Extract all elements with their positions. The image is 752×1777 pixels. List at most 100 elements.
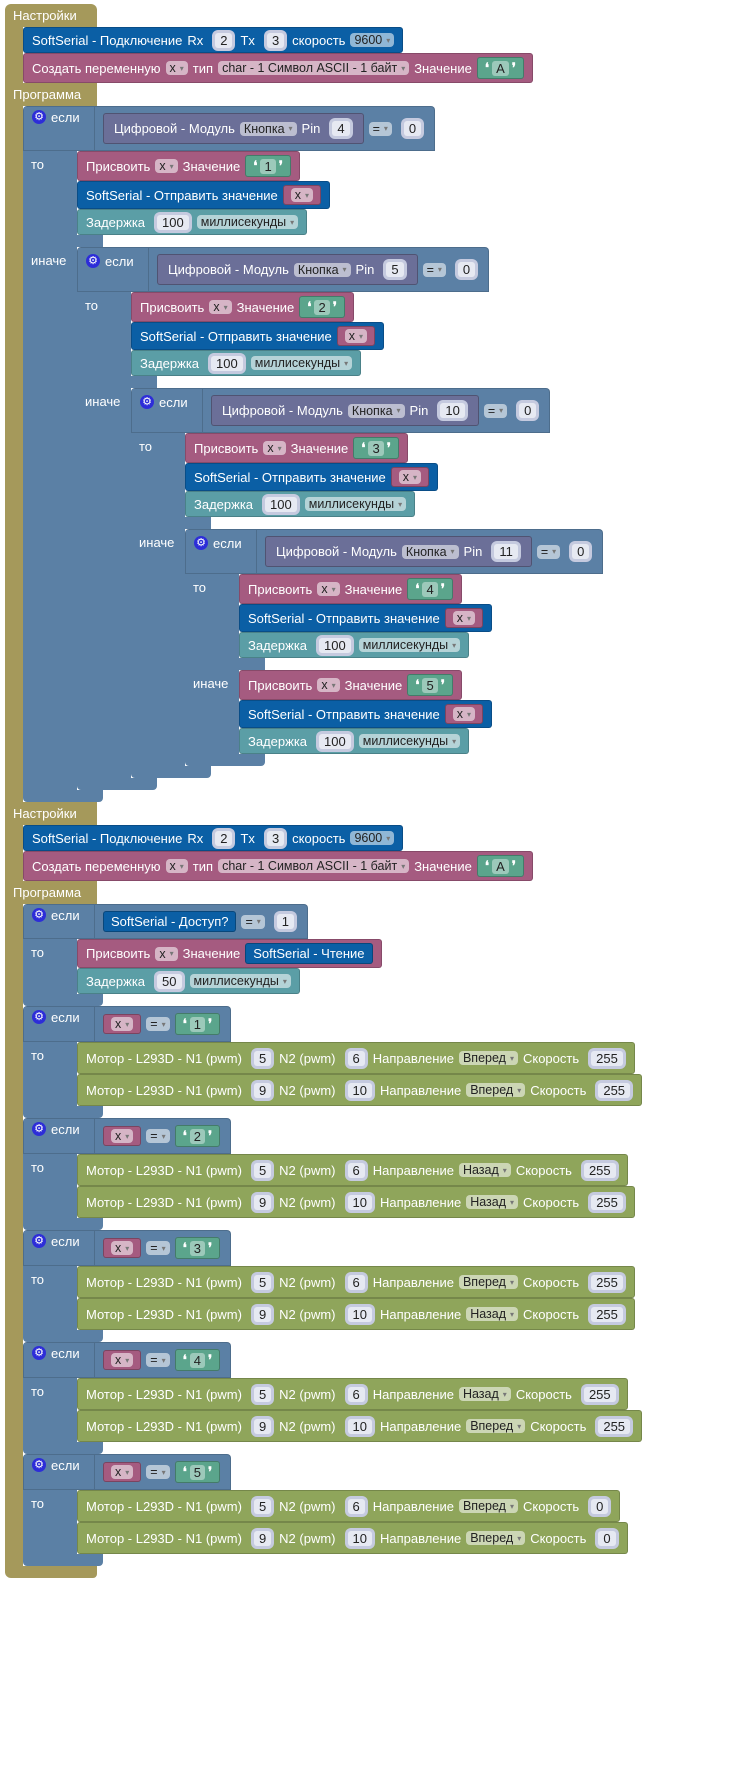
- var-value-block[interactable]: x ▾: [390, 467, 430, 487]
- dropdown-field[interactable]: x ▾: [290, 188, 314, 202]
- if-block[interactable]: ⚙ если Цифровой - Модуль Кнопка ▾ Pin 5 = ▾ 0 то Пр…: [77, 247, 604, 790]
- text-value[interactable]: A: [485, 858, 516, 874]
- number-input[interactable]: 6: [347, 1050, 365, 1066]
- dropdown-field[interactable]: миллисекунды ▾: [250, 356, 353, 370]
- number-input[interactable]: 255: [583, 1386, 616, 1402]
- text-value[interactable]: 4: [415, 581, 445, 597]
- dropdown-field[interactable]: Назад ▾: [458, 1163, 511, 1177]
- dropdown-field[interactable]: миллисекунды ▾: [358, 734, 461, 748]
- dropdown-field[interactable]: Вперед ▾: [466, 1083, 526, 1097]
- var-statement-block[interactable]: Присвоить x▾ Значение 1: [77, 151, 300, 181]
- text-value-block[interactable]: 2: [299, 296, 345, 318]
- dropdown-field[interactable]: Вперед ▾: [458, 1499, 518, 1513]
- dropdown-field[interactable]: Вперед ▾: [466, 1419, 526, 1433]
- text-value-block[interactable]: 2: [174, 1125, 221, 1147]
- motor-statement-block[interactable]: Мотор - L293D - N1 (pwm) 5 N2 (pwm) 6 Направ…: [77, 1378, 628, 1410]
- text-value-block[interactable]: 5: [407, 674, 453, 696]
- dropdown-field[interactable]: = ▾: [146, 1129, 170, 1143]
- delay-statement-block[interactable]: Задержка 100 миллисекунды ▾: [185, 491, 416, 517]
- text-value[interactable]: 1: [253, 158, 283, 174]
- number-input[interactable]: 255: [598, 1082, 631, 1098]
- dropdown-field[interactable]: Кнопка ▾: [401, 544, 459, 559]
- dropdown-field[interactable]: = ▾: [146, 1353, 170, 1367]
- dropdown-field[interactable]: char - 1 Символ ASCII - 1 байт ▾: [218, 859, 410, 873]
- var-value-block[interactable]: x ▾: [103, 1014, 142, 1034]
- dropdown-field[interactable]: x ▾: [317, 582, 340, 596]
- var-value-block[interactable]: x ▾: [103, 1350, 142, 1370]
- number-input[interactable]: 5: [253, 1050, 272, 1066]
- number-input[interactable]: 255: [591, 1194, 623, 1210]
- dropdown-field[interactable]: миллисекунды ▾: [189, 974, 291, 988]
- var-statement-block[interactable]: Создать переменную x ▾ тип char - 1 Символ A…: [23, 53, 533, 83]
- text-input[interactable]: 2: [189, 1128, 206, 1144]
- dropdown-field[interactable]: = ▾: [536, 544, 561, 559]
- dropdown-field[interactable]: x ▾: [111, 1017, 134, 1031]
- number-input[interactable]: 100: [211, 355, 243, 371]
- text-input[interactable]: A: [492, 60, 509, 76]
- motor-statement-block[interactable]: Мотор - L293D - N1 (pwm) 9 N2 (pwm) 10 Напра…: [77, 1522, 628, 1554]
- var-value-block[interactable]: x ▾: [444, 608, 484, 628]
- dropdown-field[interactable]: 9600 ▾: [350, 831, 395, 845]
- dropdown-field[interactable]: x ▾: [398, 470, 422, 484]
- gear-icon[interactable]: ⚙: [32, 1010, 46, 1024]
- var-value-block[interactable]: x ▾: [103, 1238, 142, 1258]
- text-value-block[interactable]: 4: [407, 578, 453, 600]
- delay-statement-block[interactable]: Задержка 50 миллисекунды ▾: [77, 968, 300, 994]
- dropdown-field[interactable]: x ▾: [111, 1353, 134, 1367]
- number-input[interactable]: 5: [253, 1386, 272, 1402]
- serial-statement-block[interactable]: SoftSerial - Отправить значение x ▾: [77, 181, 331, 209]
- motor-statement-block[interactable]: Мотор - L293D - N1 (pwm) 9 N2 (pwm) 10 Напра…: [77, 1186, 635, 1218]
- dropdown-field[interactable]: x ▾: [155, 946, 178, 961]
- dropdown-field[interactable]: Вперед ▾: [466, 1531, 526, 1545]
- if-block[interactable]: ⚙ если Цифровой - Модуль Кнопка ▾ Pin 10 = ▾ 0 то П…: [131, 388, 604, 778]
- dropdown-field[interactable]: Кнопка ▾: [239, 121, 297, 136]
- dropdown-field[interactable]: миллисекунды ▾: [304, 497, 407, 511]
- dropdown-field[interactable]: x ▾: [344, 329, 368, 343]
- number-input[interactable]: 10: [347, 1306, 372, 1322]
- number-input[interactable]: 255: [591, 1050, 623, 1066]
- number-input[interactable]: 255: [591, 1306, 623, 1322]
- text-input[interactable]: 4: [189, 1352, 206, 1368]
- number-input[interactable]: 9: [253, 1418, 272, 1434]
- text-value-block[interactable]: 1: [245, 155, 291, 177]
- dropdown-field[interactable]: char - 1 Символ ASCII - 1 байт ▾: [218, 61, 410, 75]
- number-input[interactable]: 6: [347, 1162, 365, 1178]
- number-input[interactable]: 100: [319, 637, 351, 653]
- dropdown-field[interactable]: x ▾: [452, 707, 476, 721]
- dropdown-field[interactable]: Кнопка ▾: [293, 262, 351, 277]
- number-input[interactable]: 10: [347, 1530, 372, 1546]
- gear-icon[interactable]: ⚙: [32, 110, 46, 124]
- digital-value-block[interactable]: Цифровой - Модуль Кнопка ▾ Pin 11: [265, 536, 532, 567]
- dropdown-field[interactable]: x ▾: [263, 441, 286, 455]
- number-input[interactable]: 255: [598, 1418, 631, 1434]
- dropdown-field[interactable]: Назад ▾: [458, 1387, 511, 1401]
- text-input[interactable]: 1: [260, 158, 276, 174]
- serial-statement-block[interactable]: SoftSerial - Подключение Rx 2 Tx 3 скорость 96…: [23, 27, 404, 53]
- digital-value-block[interactable]: Цифровой - Модуль Кнопка ▾ Pin 10: [211, 395, 479, 426]
- gear-icon[interactable]: ⚙: [32, 1458, 46, 1472]
- motor-statement-block[interactable]: Мотор - L293D - N1 (pwm) 9 N2 (pwm) 10 Напра…: [77, 1410, 643, 1442]
- number-input[interactable]: 5: [386, 262, 404, 277]
- gear-icon[interactable]: ⚙: [32, 1122, 46, 1136]
- number-input[interactable]: 0: [457, 262, 476, 277]
- var-statement-block[interactable]: Присвоить x▾ Значение 4: [239, 574, 462, 604]
- gear-icon[interactable]: ⚙: [32, 908, 46, 922]
- gear-icon[interactable]: ⚙: [32, 1234, 46, 1248]
- serial-statement-block[interactable]: SoftSerial - Подключение Rx 2 Tx 3 скорость 96…: [23, 825, 404, 851]
- serial-statement-block[interactable]: SoftSerial - Отправить значение x ▾: [239, 700, 493, 728]
- serial-statement-block[interactable]: SoftSerial - Отправить значение x ▾: [185, 463, 439, 491]
- text-value[interactable]: 5: [415, 677, 445, 693]
- number-input[interactable]: 1: [276, 914, 295, 929]
- text-input[interactable]: 1: [189, 1016, 206, 1032]
- number-input[interactable]: 2: [215, 830, 233, 846]
- serial-statement-block[interactable]: SoftSerial - Отправить значение x ▾: [239, 604, 493, 632]
- dropdown-field[interactable]: миллисекунды ▾: [196, 215, 299, 229]
- text-value-block[interactable]: 4: [174, 1349, 221, 1371]
- var-statement-block[interactable]: Присвоить x ▾ Значение SoftSerial - Чтение: [77, 939, 382, 968]
- text-value[interactable]: 2: [307, 299, 337, 315]
- text-value[interactable]: 1: [183, 1016, 213, 1032]
